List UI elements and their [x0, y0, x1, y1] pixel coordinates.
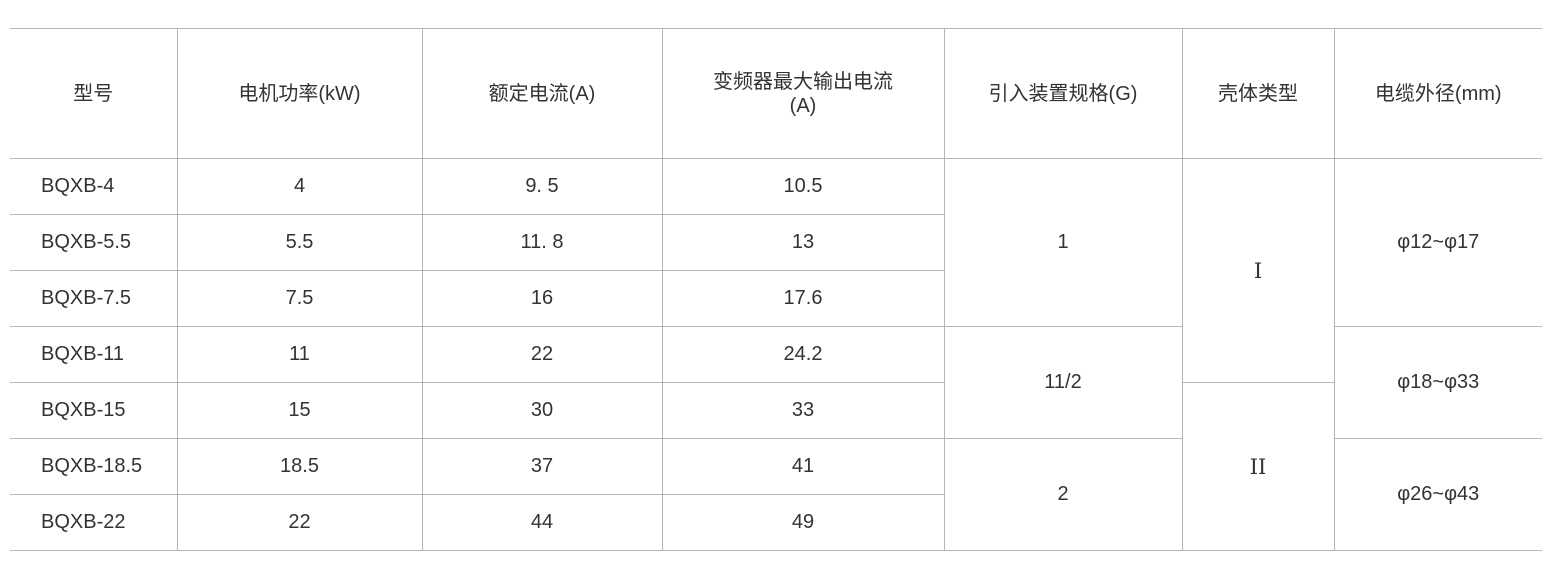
- cell-model: BQXB-7.5: [10, 270, 178, 327]
- spec-table: 型号 电机功率(kW) 额定电流(A) 变频器最大输出电流(A) 引入装置规格(…: [10, 28, 1542, 551]
- header-row: 型号 电机功率(kW) 额定电流(A) 变频器最大输出电流(A) 引入装置规格(…: [10, 28, 1542, 159]
- cell-power: 22: [176, 494, 423, 551]
- cell-max-output-current: 33: [661, 382, 945, 439]
- header-intro-spec: 引入装置规格(G): [943, 28, 1183, 159]
- cell-rated-current: 11. 8: [421, 214, 663, 271]
- cell-max-output-current: 49: [661, 494, 944, 551]
- cell-model: BQXB-5.5: [10, 214, 178, 271]
- cell-model: BQXB-18.5: [10, 438, 178, 495]
- cell-shell-type: II: [1181, 382, 1334, 551]
- header-rated-current: 额定电流(A): [421, 28, 663, 159]
- cell-intro-spec: 1: [943, 158, 1183, 327]
- cell-cable-diameter: φ18~φ33: [1333, 326, 1542, 439]
- cell-cable-diameter: φ26~φ43: [1333, 438, 1542, 551]
- header-cable-diameter: 电缆外径(mm): [1333, 28, 1542, 159]
- cell-max-output-current: 41: [661, 438, 945, 495]
- cell-power: 18.5: [176, 438, 423, 495]
- cell-rated-current: 37: [421, 438, 663, 495]
- cell-power: 5.5: [176, 214, 423, 271]
- cell-max-output-current: 17.6: [661, 270, 944, 327]
- table-row: BQXB-15 15 30 33 II: [10, 382, 1542, 551]
- cell-rated-current: 9. 5: [421, 158, 663, 215]
- header-power: 电机功率(kW): [176, 28, 423, 159]
- cell-max-output-current: 13: [661, 214, 944, 271]
- table-row: BQXB-7.5 7.5 16 17.6: [10, 270, 1542, 327]
- table-row: BQXB-4 4 9. 5 10.5 1 I φ12~φ17: [10, 158, 1542, 383]
- table-row: BQXB-11 11 22 24.2 11/2 φ18~φ33: [10, 326, 1542, 439]
- cell-rated-current: 44: [421, 494, 663, 551]
- cell-rated-current: 16: [421, 270, 663, 327]
- cell-intro-spec: 11/2: [943, 326, 1183, 439]
- cell-power: 4: [176, 158, 423, 215]
- cell-model: BQXB-4: [10, 158, 178, 215]
- cell-model: BQXB-22: [10, 494, 178, 551]
- cell-power: 7.5: [176, 270, 423, 327]
- cell-shell-type: I: [1181, 158, 1335, 383]
- cell-rated-current: 22: [421, 326, 663, 383]
- cell-rated-current: 30: [421, 382, 663, 439]
- header-max-output-current: 变频器最大输出电流(A): [661, 28, 945, 159]
- cell-cable-diameter: φ12~φ17: [1333, 158, 1542, 327]
- cell-max-output-current: 10.5: [661, 158, 945, 215]
- cell-max-output-current: 24.2: [661, 326, 945, 383]
- header-shell-type: 壳体类型: [1181, 28, 1335, 159]
- cell-model: BQXB-15: [10, 382, 178, 439]
- cell-power: 11: [176, 326, 423, 383]
- cell-power: 15: [176, 382, 423, 439]
- header-model: 型号: [10, 28, 178, 159]
- cell-intro-spec: 2: [943, 438, 1183, 551]
- cell-model: BQXB-11: [10, 326, 178, 383]
- table-row: BQXB-18.5 18.5 37 41 2 φ26~φ43: [10, 438, 1542, 551]
- table-row: BQXB-22 22 44 49: [10, 494, 1542, 551]
